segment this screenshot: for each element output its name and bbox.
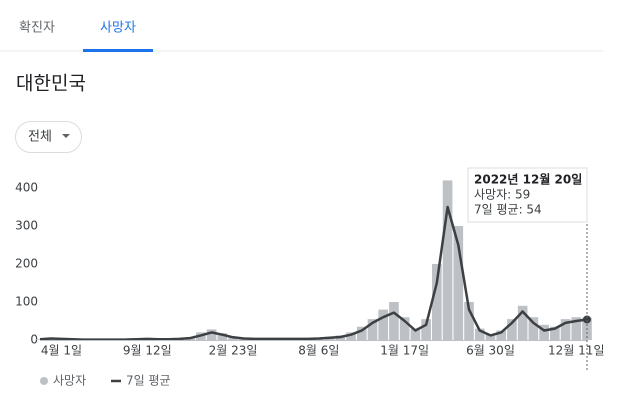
- hover-dot: [583, 315, 591, 324]
- x-tick-label: 12월 11일: [548, 344, 604, 358]
- x-tick-label: 4월 1일: [41, 344, 82, 358]
- tooltip-line: 사망자: 59: [474, 188, 530, 202]
- y-tick-label: 300: [15, 219, 38, 233]
- y-tick-label: 100: [15, 295, 38, 309]
- avg-line: [39, 205, 588, 341]
- tab-indicator: [83, 49, 153, 52]
- bar: [442, 180, 453, 340]
- y-tick-label: 200: [15, 257, 38, 271]
- region-title: 대한민국: [16, 73, 86, 95]
- filter-dropdown[interactable]: [15, 121, 82, 153]
- bar: [206, 329, 217, 340]
- x-tick-label: 9월 12일: [123, 344, 172, 358]
- bar: [560, 319, 571, 340]
- x-tick-label: 2월 23일: [209, 344, 258, 358]
- tab-selected[interactable]: 사망자: [100, 21, 136, 36]
- legend-swatch: [40, 377, 48, 385]
- bar: [356, 326, 367, 340]
- bar: [485, 334, 496, 340]
- tooltip-title: 2022년 12월 20일: [474, 172, 582, 187]
- dropdown-arrow: [62, 134, 70, 138]
- bar: [496, 330, 507, 340]
- bar: [367, 319, 378, 340]
- x-tick-label: 6월 30일: [466, 344, 515, 358]
- bar: [464, 302, 474, 340]
- tooltip: [467, 167, 588, 223]
- bar: [528, 317, 539, 340]
- bar: [421, 319, 431, 340]
- bar: [453, 226, 464, 340]
- bar: [410, 328, 421, 340]
- bar: [539, 324, 549, 340]
- bar: [432, 264, 442, 340]
- plot: 0 100 200 300 400 4월 1일 9월 12일 2월 23일 8월 6일 1월 17…: [15, 180, 604, 358]
- bar: [217, 333, 228, 340]
- bar: [549, 326, 560, 340]
- x-tick-label: 8월 6일: [298, 344, 339, 358]
- bar: [346, 332, 356, 340]
- tab[interactable]: 확진자: [19, 21, 55, 36]
- legend-label: 7일 평균: [126, 374, 171, 388]
- filter-label: 전체: [28, 130, 52, 145]
- bar: [507, 319, 517, 340]
- bar: [474, 328, 485, 340]
- x-tick-label: 1월 17일: [380, 344, 429, 358]
- y-tick-label: 400: [15, 181, 38, 195]
- bar: [571, 317, 582, 340]
- legend-label: 사망자: [53, 374, 86, 388]
- bar: [35, 339, 45, 340]
- tooltip-line: 7일 평균: 54: [474, 203, 542, 217]
- bar: [399, 317, 410, 340]
- y-tick-label: 0: [30, 333, 38, 347]
- bar: [378, 309, 389, 340]
- legend: 사망자 7일 평균: [40, 374, 171, 388]
- bar: [389, 302, 399, 340]
- bar: [517, 305, 528, 340]
